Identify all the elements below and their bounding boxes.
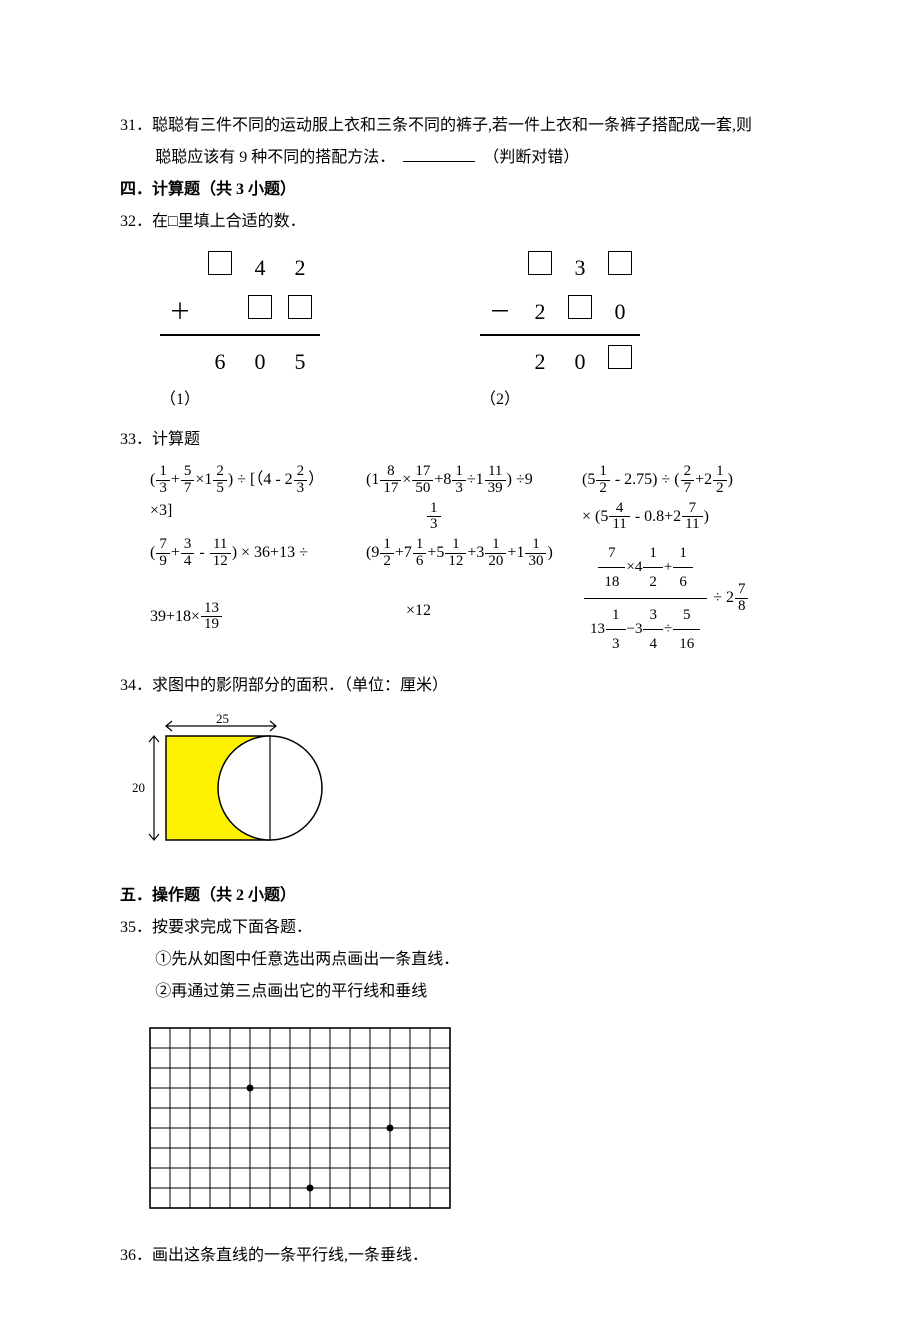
q31-number: 31．: [120, 117, 152, 134]
q33-r1c3: (512 - 2.75) ÷ (27+212): [582, 464, 780, 497]
q32-p2-op: －: [480, 290, 520, 335]
q33-r3c3: 718×412+16 1313−334÷516 ÷ 278: [582, 537, 780, 660]
q32-line: 32．在□里填上合适的数．: [120, 206, 800, 238]
q34-label-left: 20: [132, 780, 145, 795]
q32-p2-res2: 0: [560, 340, 600, 384]
q31-line1: 31．聪聪有三件不同的运动服上衣和三条不同的裤子,若一件上衣和一条裤子搭配成一套…: [120, 110, 800, 142]
section4-heading: 四．计算题（共 3 小题）: [120, 174, 800, 206]
q34-figure: 25 20: [130, 712, 800, 874]
q35-sub1: ①先从如图中任意选出两点画出一条直线．: [120, 944, 800, 976]
q33-r3c1: (79+34 - 1112) × 36+13 ÷: [150, 537, 348, 597]
q32-p1-r2c2-box[interactable]: [248, 295, 272, 319]
q32-p1-r1c2: 4: [240, 246, 280, 290]
q33-r2c1: ×3]: [150, 501, 348, 534]
q31-text1: 聪聪有三件不同的运动服上衣和三条不同的裤子,若一件上衣和一条裤子搭配成一套,则: [152, 117, 752, 134]
q33-r4c2: ×12: [366, 601, 564, 661]
q31-text2-suffix: （判断对错）: [483, 149, 579, 166]
q33-r2c2: 13: [366, 501, 564, 534]
q34-number: 34．: [120, 677, 152, 694]
q32-p1-res1: 6: [200, 340, 240, 384]
q32-p2-wrap: 3 － 2 0 2 0: [480, 246, 640, 416]
q35-number: 35．: [120, 919, 152, 936]
q32-p1-wrap: 4 2 ＋ 6 0 5: [160, 246, 320, 416]
q36-number: 36．: [120, 1247, 152, 1264]
q32-p1-label: （1）: [160, 384, 200, 416]
q35-text: 按要求完成下面各题．: [152, 919, 312, 936]
q32-p2-res1: 2: [520, 340, 560, 384]
q34-text: 求图中的影阴部分的面积．（单位：厘米）: [152, 677, 448, 694]
q34-line: 34．求图中的影阴部分的面积．（单位：厘米）: [120, 670, 800, 702]
q33-line: 33．计算题: [120, 424, 800, 456]
q32-problems: 4 2 ＋ 6 0 5: [160, 246, 800, 416]
q33-r3c2: (912+716+5112+3120+1130): [366, 537, 564, 597]
q35-line: 35．按要求完成下面各题．: [120, 912, 800, 944]
q33-r1c1: (13+57×125) ÷ [（4 - 223）: [150, 464, 348, 497]
page: 31．聪聪有三件不同的运动服上衣和三条不同的裤子,若一件上衣和一条裤子搭配成一套…: [0, 0, 920, 1332]
q32-p1-op: ＋: [160, 290, 200, 335]
q32-text: 在□里填上合适的数．: [152, 213, 306, 230]
q33-number: 33．: [120, 431, 152, 448]
q33-r2c3: × (5411 - 0.8+2711): [582, 501, 780, 534]
q34-label-top: 25: [216, 712, 229, 726]
q35-grid-svg: [140, 1018, 460, 1218]
q33-text: 计算题: [152, 431, 200, 448]
q32-p1-res2: 0: [240, 340, 280, 384]
q35-sub2: ②再通过第三点画出它的平行线和垂线: [120, 976, 800, 1008]
q32-problem1: 4 2 ＋ 6 0 5: [160, 246, 320, 384]
q32-p2-r2c1: 2: [520, 290, 560, 335]
q32-number: 32．: [120, 213, 152, 230]
q32-p2-res3-box[interactable]: [608, 345, 632, 369]
q32-p1-r1c3: 2: [280, 246, 320, 290]
section5-heading: 五．操作题（共 2 小题）: [120, 880, 800, 912]
q36-text: 画出这条直线的一条平行线,一条垂线．: [152, 1247, 428, 1264]
q32-p1-r1c1-box[interactable]: [208, 251, 232, 275]
q33-r1c2: (1817×1750+813÷11139) ÷9: [366, 464, 564, 497]
q32-p2-r1c2: 3: [560, 246, 600, 290]
q33-r4c1: 39+18×1319: [150, 601, 348, 661]
q32-p2-r2c2-box[interactable]: [568, 295, 592, 319]
q32-p2-r1c1-box[interactable]: [528, 251, 552, 275]
q32-p1-res3: 5: [280, 340, 320, 384]
q32-p1-r2c3-box[interactable]: [288, 295, 312, 319]
q31-answer-blank[interactable]: [403, 145, 475, 162]
q34-svg: 25 20: [130, 712, 330, 862]
q32-p2-r2c3: 0: [600, 290, 640, 335]
q32-p2-label: （2）: [480, 384, 520, 416]
q35-grid: [140, 1018, 800, 1230]
q32-problem2: 3 － 2 0 2 0: [480, 246, 640, 384]
q31-line2: 聪聪应该有 9 种不同的搭配方法． （判断对错）: [120, 142, 800, 174]
q36-line: 36．画出这条直线的一条平行线,一条垂线．: [120, 1240, 800, 1272]
q31-text2-prefix: 聪聪应该有 9 种不同的搭配方法．: [155, 149, 395, 166]
q33-expressions: (13+57×125) ÷ [（4 - 223） (1817×1750+813÷…: [150, 464, 780, 660]
q32-p2-r1c3-box[interactable]: [608, 251, 632, 275]
